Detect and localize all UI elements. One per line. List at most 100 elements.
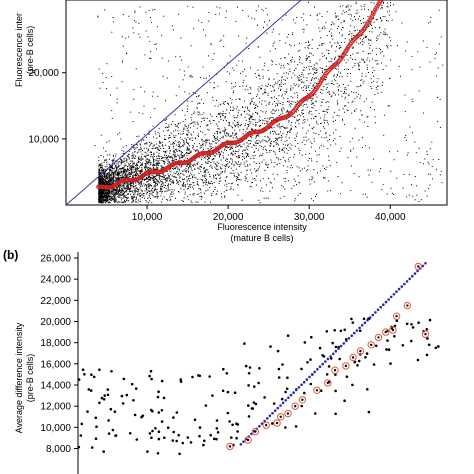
panel-a-point bbox=[188, 176, 190, 177]
panel-a-point bbox=[335, 80, 337, 82]
panel-a-point bbox=[290, 105, 292, 107]
panel-a-point bbox=[273, 145, 275, 147]
panel-a-point bbox=[195, 149, 197, 151]
panel-a-point bbox=[189, 123, 191, 125]
panel-a-point bbox=[290, 85, 292, 87]
panel-a-point bbox=[331, 83, 333, 84]
panel-a-point bbox=[303, 31, 305, 33]
panel-a-point bbox=[176, 171, 178, 173]
panel-a-point bbox=[142, 170, 143, 172]
panel-a-point bbox=[220, 132, 222, 134]
panel-a-point bbox=[139, 171, 141, 173]
panel-a-point bbox=[217, 125, 219, 127]
panel-a-point bbox=[163, 179, 165, 180]
panel-a-point bbox=[354, 65, 356, 67]
panel-a-point bbox=[325, 83, 327, 85]
panel-a-point bbox=[340, 46, 342, 48]
panel-a-point bbox=[100, 181, 102, 183]
panel-a-point bbox=[144, 54, 146, 56]
panel-a-point bbox=[119, 177, 121, 179]
panel-a-point bbox=[272, 145, 274, 147]
panel-a-point bbox=[148, 185, 150, 187]
panel-a-point bbox=[104, 171, 106, 173]
panel-a-point bbox=[140, 164, 141, 166]
panel-a-point bbox=[226, 132, 228, 134]
panel-a-point bbox=[373, 2, 375, 4]
panel-a-point bbox=[219, 103, 221, 105]
panel-a-point bbox=[185, 168, 187, 170]
panel-a-point bbox=[102, 168, 104, 170]
panel-a-point bbox=[166, 171, 168, 173]
panel-a-point bbox=[133, 186, 135, 188]
panel-a-point bbox=[335, 16, 337, 17]
panel-a-point bbox=[156, 197, 158, 199]
panel-a-point bbox=[109, 202, 111, 204]
panel-a-point bbox=[186, 134, 188, 136]
panel-a-point bbox=[151, 178, 153, 180]
panel-a-point bbox=[152, 125, 154, 127]
panel-a-point bbox=[215, 139, 217, 141]
panel-a-point bbox=[173, 167, 175, 169]
panel-a-point bbox=[347, 110, 349, 112]
panel-a-point bbox=[187, 152, 189, 154]
panel-a-point bbox=[338, 19, 340, 20]
panel-a-point bbox=[376, 40, 378, 41]
panel-a-point bbox=[109, 195, 111, 197]
panel-a-point bbox=[126, 185, 128, 187]
panel-a-point bbox=[122, 197, 124, 199]
panel-a-point bbox=[380, 52, 382, 54]
panel-a-point bbox=[137, 144, 138, 146]
panel-a-point bbox=[112, 191, 114, 193]
panel-a-point bbox=[287, 150, 289, 152]
panel-a-point bbox=[119, 165, 121, 167]
panel-a-point bbox=[307, 46, 309, 48]
panel-a-point bbox=[123, 192, 125, 194]
panel-a-point bbox=[153, 164, 155, 166]
panel-a-point bbox=[126, 199, 128, 201]
panel-a-point bbox=[271, 64, 273, 66]
panel-a-point bbox=[266, 123, 268, 125]
panel-a-point bbox=[328, 61, 330, 63]
panel-a-point bbox=[282, 102, 284, 103]
panel-a-point bbox=[201, 138, 203, 140]
panel-a-point bbox=[373, 70, 375, 71]
panel-a-point bbox=[258, 163, 260, 165]
panel-a-point bbox=[141, 169, 143, 171]
panel-a-point bbox=[156, 194, 158, 196]
panel-a-point bbox=[130, 166, 132, 168]
panel-a-point bbox=[287, 53, 289, 55]
panel-a-point bbox=[257, 168, 259, 170]
panel-a-point bbox=[292, 97, 294, 99]
panel-a-point bbox=[98, 165, 100, 167]
panel-a-point bbox=[106, 181, 108, 183]
panel-a-point bbox=[227, 103, 229, 105]
panel-a-point bbox=[106, 197, 108, 199]
panel-a-point bbox=[131, 190, 133, 192]
panel-a-point bbox=[225, 166, 227, 168]
panel-a-point bbox=[346, 55, 348, 56]
panel-a-point bbox=[218, 121, 220, 123]
panel-a-point bbox=[98, 194, 100, 196]
panel-a-point bbox=[380, 32, 382, 34]
panel-a-point bbox=[262, 139, 264, 141]
panel-a-point bbox=[213, 141, 215, 142]
panel-a-point bbox=[196, 163, 198, 165]
panel-a-point bbox=[175, 166, 177, 168]
panel-a-point bbox=[192, 6, 194, 8]
panel-a-point bbox=[334, 138, 336, 140]
panel-a-point bbox=[326, 108, 328, 110]
panel-a-point bbox=[100, 192, 102, 194]
panel-a-point bbox=[237, 114, 239, 116]
panel-a-point bbox=[344, 111, 345, 113]
panel-a-point bbox=[152, 168, 154, 170]
panel-a-point bbox=[139, 182, 141, 184]
panel-a-point bbox=[172, 193, 174, 195]
panel-a-point bbox=[128, 185, 130, 187]
panel-a-point bbox=[156, 158, 158, 159]
panel-a-point bbox=[375, 37, 377, 39]
panel-a-point bbox=[179, 150, 181, 152]
panel-a-point bbox=[126, 175, 128, 177]
panel-a-point bbox=[302, 119, 304, 121]
panel-a-point bbox=[346, 11, 348, 13]
panel-a-point bbox=[387, 6, 389, 8]
